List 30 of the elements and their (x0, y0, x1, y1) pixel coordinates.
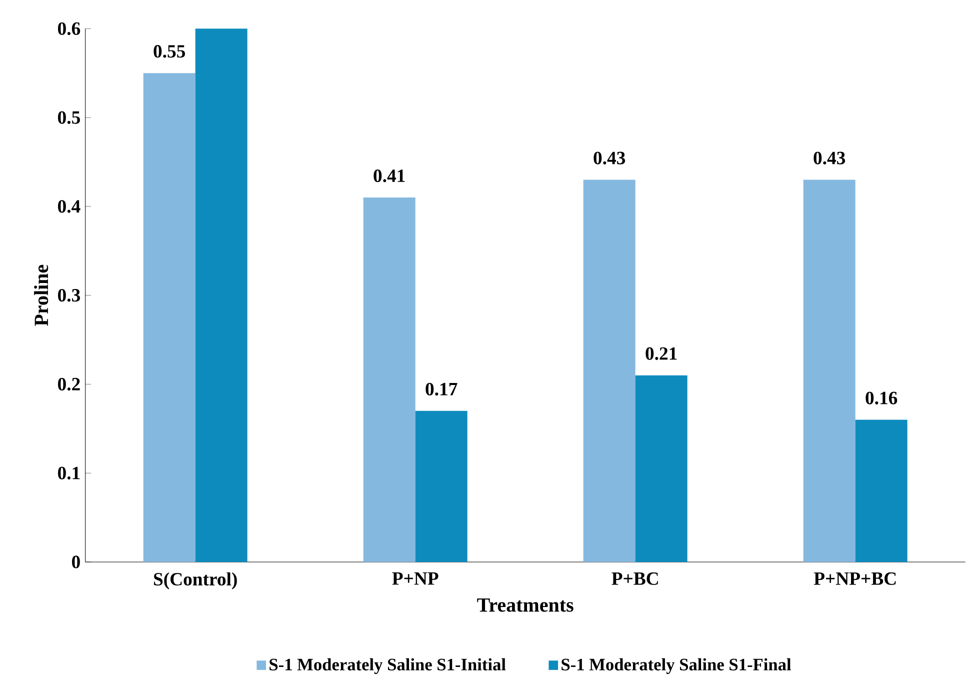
y-tick-label: 0.5 (58, 111, 80, 124)
x-axis-title: Treatments (477, 598, 574, 612)
bar (415, 410, 468, 562)
y-tick-label: 0 (72, 556, 80, 568)
y-axis-title: Proline (34, 264, 48, 326)
x-tick-label: P+NP+BC (814, 572, 896, 585)
data-label: 0.17 (426, 382, 458, 396)
data-label: 0.16 (866, 392, 898, 404)
bar (635, 375, 688, 562)
y-tick-label: 0.2 (58, 378, 80, 391)
legend-label: S-1 Moderately Saline S1-Final (562, 658, 792, 674)
data-label: 0.43 (814, 152, 846, 164)
y-tick-label: 0.6 (58, 22, 80, 36)
legend-label: S-1 Moderately Saline S1-Initial (270, 658, 506, 674)
bar (583, 180, 636, 562)
y-tick-label: 0.3 (58, 288, 80, 302)
x-tick-label: P+NP (392, 572, 438, 585)
x-tick-label: S(Control) (154, 572, 237, 590)
data-label: 0.41 (374, 169, 405, 182)
bar (803, 180, 856, 562)
bar (195, 28, 248, 562)
x-tick-label: P+BC (612, 572, 658, 585)
y-tick-label: 0.4 (58, 200, 80, 213)
bar (143, 73, 196, 562)
data-label: 0.43 (594, 152, 626, 164)
data-label: 0.21 (646, 347, 677, 360)
bar (855, 420, 908, 562)
data-label: 0.55 (154, 45, 185, 58)
bar (363, 198, 416, 562)
y-tick-label: 0.1 (58, 466, 80, 480)
